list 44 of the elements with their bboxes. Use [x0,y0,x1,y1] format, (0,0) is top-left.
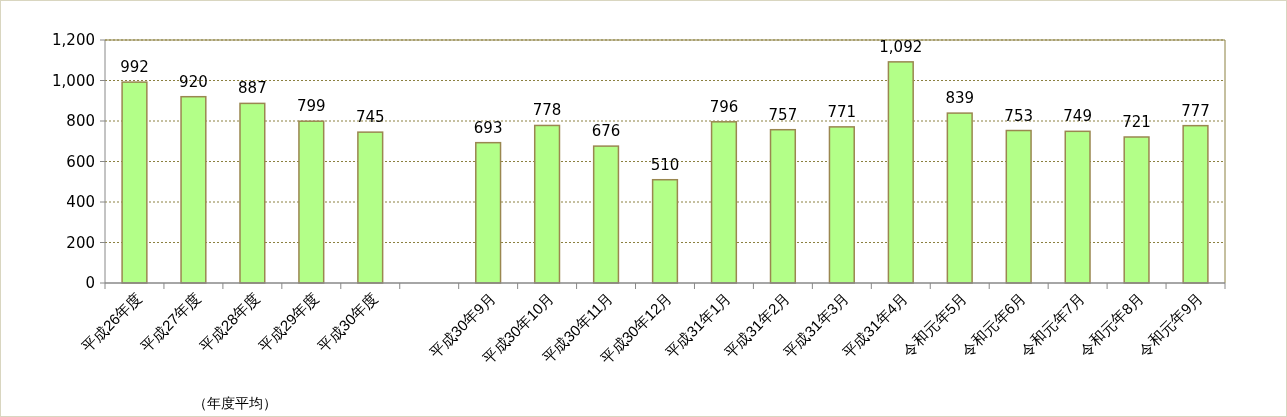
bar [887,61,914,284]
bar [1005,129,1032,284]
data-label: 796 [709,97,739,116]
data-label: 777 [1181,101,1210,120]
data-label: 693 [473,118,503,137]
data-label: 771 [827,102,857,121]
data-label: 510 [650,155,680,174]
text: （年度平均） [192,395,277,411]
data-label: 887 [238,79,267,98]
y-tick-label: 0 [85,274,95,292]
y-tick-label: 1,000 [52,71,95,90]
bar [180,95,207,284]
y-tick-label: 200 [66,233,95,252]
bar [1123,136,1150,284]
data-label: 676 [591,122,621,141]
data-label: 778 [532,101,562,120]
data-label: 920 [179,72,208,91]
bar [710,121,738,284]
data-label: 839 [945,89,975,108]
y-tick-label: 400 [66,193,95,211]
bar [298,120,325,284]
bar [651,178,679,284]
data-label: 992 [120,58,149,77]
data-label: 1,092 [879,37,923,56]
bar [1064,130,1091,284]
data-label: 745 [355,108,385,127]
data-label: 749 [1063,107,1092,126]
y-tick-label: 1,200 [52,31,95,49]
bar [239,102,266,284]
bar [533,124,561,284]
data-label: 799 [297,97,326,116]
data-label: 753 [1004,106,1033,125]
y-tick-label: 600 [66,152,95,171]
data-label: 721 [1122,113,1151,131]
data-label: 757 [768,105,798,124]
y-tick-label: 800 [66,112,95,130]
bar [592,145,620,284]
bar [828,126,855,284]
bar [946,112,973,284]
bar [357,131,384,284]
bar [769,128,797,284]
bar [1182,124,1209,284]
bar [121,81,148,284]
bar [475,141,502,284]
